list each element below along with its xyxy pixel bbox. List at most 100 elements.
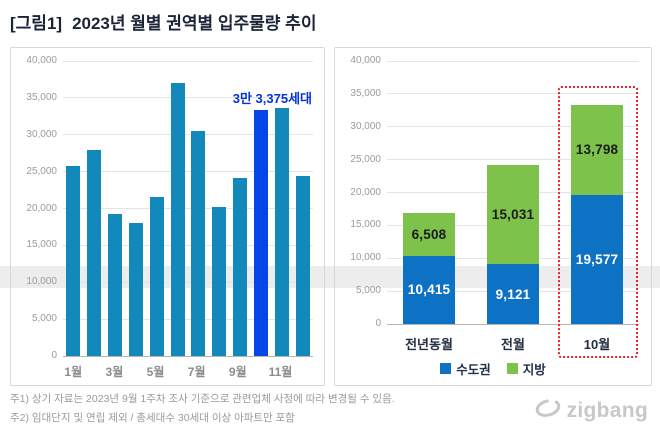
bar-month-3[interactable] <box>108 214 123 356</box>
gridline <box>387 60 639 62</box>
stacked-bar-chart-panel: 6,508 10,415 15,031 9,121 13,798 19,577 전년동월 전… <box>334 47 652 386</box>
monthly-bar-chart-panel: 1월 3월 5월 7월 9월 11월 3만 3,375세대 0 5,000 10,000 15,… <box>10 47 325 386</box>
bar-column <box>167 61 188 356</box>
x-axis-label: 전월 <box>501 337 525 352</box>
x-axis-label: 5월 <box>146 365 165 379</box>
x-axis-label <box>207 363 228 380</box>
bar-month-11[interactable] <box>274 108 289 356</box>
bar-month-7[interactable] <box>191 131 206 356</box>
stacked-chart-x-axis: 전년동월 전월 10월 <box>387 334 639 353</box>
x-axis-label <box>125 363 146 380</box>
gridline <box>63 171 313 173</box>
stacked-bar-column: 13,798 19,577 <box>555 61 639 324</box>
bar-column <box>63 61 84 356</box>
gridline <box>63 244 313 246</box>
y-axis-tick-label: 10,000 <box>350 252 381 264</box>
y-axis-tick-label: 0 <box>375 318 381 329</box>
gridline <box>63 97 313 99</box>
x-axis-label: 전년동월 <box>405 337 453 352</box>
y-axis-tick-label: 25,000 <box>26 165 57 177</box>
bar-month-9[interactable] <box>233 178 248 356</box>
bar-column <box>209 61 230 356</box>
x-axis-label: 9월 <box>228 365 247 379</box>
highlight-annotation: 3만 3,375세대 <box>232 91 312 106</box>
bar-month-5[interactable] <box>149 197 164 356</box>
x-axis-label: 7월 <box>187 365 206 379</box>
bar-column <box>84 61 105 356</box>
footnote-1: 주1) 상기 자료는 2023년 9월 1주차 조사 기준으로 관련업체 사정에… <box>10 393 395 405</box>
x-axis-label <box>292 363 313 380</box>
bar-month-4[interactable] <box>128 223 143 356</box>
y-axis-tick-label: 10,000 <box>26 276 57 288</box>
chart-legend: 수도권 지방 <box>335 359 651 378</box>
gridline <box>63 318 313 320</box>
gridline <box>63 60 313 62</box>
figure-tag: [그림1] <box>10 14 63 33</box>
gridline <box>387 126 639 128</box>
y-axis-tick-label: 5,000 <box>355 285 381 297</box>
bar-month-12[interactable] <box>295 176 310 356</box>
y-axis-tick-label: 35,000 <box>26 91 57 103</box>
stacked-bar-column: 6,508 10,415 <box>387 61 471 324</box>
y-axis-tick-label: 30,000 <box>26 128 57 140</box>
x-axis-label: 10월 <box>583 337 611 352</box>
bar-column <box>146 61 167 356</box>
gridline <box>63 355 313 357</box>
stacked-bar-column: 15,031 9,121 <box>471 61 555 324</box>
bar-segment-region[interactable]: 13,798 <box>571 104 623 196</box>
bar-month-6[interactable] <box>170 83 185 356</box>
zigbang-logo: zigbang <box>534 396 648 425</box>
bar-column <box>230 61 251 356</box>
x-axis-label <box>248 363 269 380</box>
legend-swatch-region <box>506 363 518 374</box>
gridline <box>387 159 639 161</box>
x-axis-label: 3월 <box>105 365 124 379</box>
y-axis-tick-label: 5,000 <box>31 313 57 325</box>
legend-swatch-metro <box>440 363 452 374</box>
bar-column <box>250 61 271 356</box>
gridline <box>63 208 313 209</box>
y-axis-tick-label: 20,000 <box>26 202 57 214</box>
y-axis-tick-label: 30,000 <box>350 120 381 132</box>
figure-title: 2023년 월별 권역별 입주물량 추이 <box>72 14 317 33</box>
legend-item: 지방 <box>506 359 546 378</box>
x-axis-label: 1월 <box>64 365 83 379</box>
x-axis-label: 11월 <box>268 365 293 379</box>
bar-column <box>105 61 126 356</box>
bar-column <box>125 61 146 356</box>
bar-month-8[interactable] <box>212 207 227 356</box>
gridline <box>387 93 639 95</box>
bar-column <box>292 61 313 356</box>
x-axis-label <box>166 363 187 380</box>
gridline <box>63 281 313 283</box>
bar-month-1[interactable] <box>66 165 81 356</box>
y-axis-tick-label: 20,000 <box>350 186 381 198</box>
monthly-chart-x-axis: 1월 3월 5월 7월 9월 11월 <box>63 363 313 380</box>
bar-month-2[interactable] <box>87 150 102 356</box>
bar-column <box>188 61 209 356</box>
x-axis-label <box>84 363 105 380</box>
bar-segment-region[interactable]: 6,508 <box>403 212 455 256</box>
footnote-2: 주2) 임대단지 및 연립 제외 / 총세대수 30세대 이상 아파트만 포함 <box>10 412 295 424</box>
stacked-chart-plot-area: 6,508 10,415 15,031 9,121 13,798 19,577 <box>387 60 639 325</box>
bar-segment-region[interactable]: 15,031 <box>487 165 539 265</box>
y-axis-tick-label: 15,000 <box>26 239 57 251</box>
y-axis-tick-label: 40,000 <box>350 55 381 66</box>
zigbang-logo-text: zigbang <box>566 398 648 422</box>
footnotes: 주1) 상기 자료는 2023년 9월 1주차 조사 기준으로 관련업체 사정에… <box>10 390 395 428</box>
gridline <box>387 323 639 325</box>
bar-month-10[interactable] <box>253 109 268 356</box>
page-title: [그림1] 2023년 월별 권역별 입주물량 추이 <box>10 9 316 34</box>
bar-segment-metro[interactable]: 10,415 <box>403 255 455 324</box>
legend-item: 수도권 <box>440 359 491 378</box>
y-axis-tick-label: 35,000 <box>350 87 381 99</box>
bar-segment-metro[interactable]: 9,121 <box>487 264 539 324</box>
legend-label: 지방 <box>522 363 546 377</box>
zigbang-logo-icon <box>534 396 562 425</box>
legend-label: 수도권 <box>456 363 491 377</box>
y-axis-tick-label: 25,000 <box>350 153 381 165</box>
bar-segment-metro[interactable]: 19,577 <box>571 195 623 324</box>
bar-column <box>271 61 292 356</box>
monthly-chart-plot-area <box>63 60 313 357</box>
